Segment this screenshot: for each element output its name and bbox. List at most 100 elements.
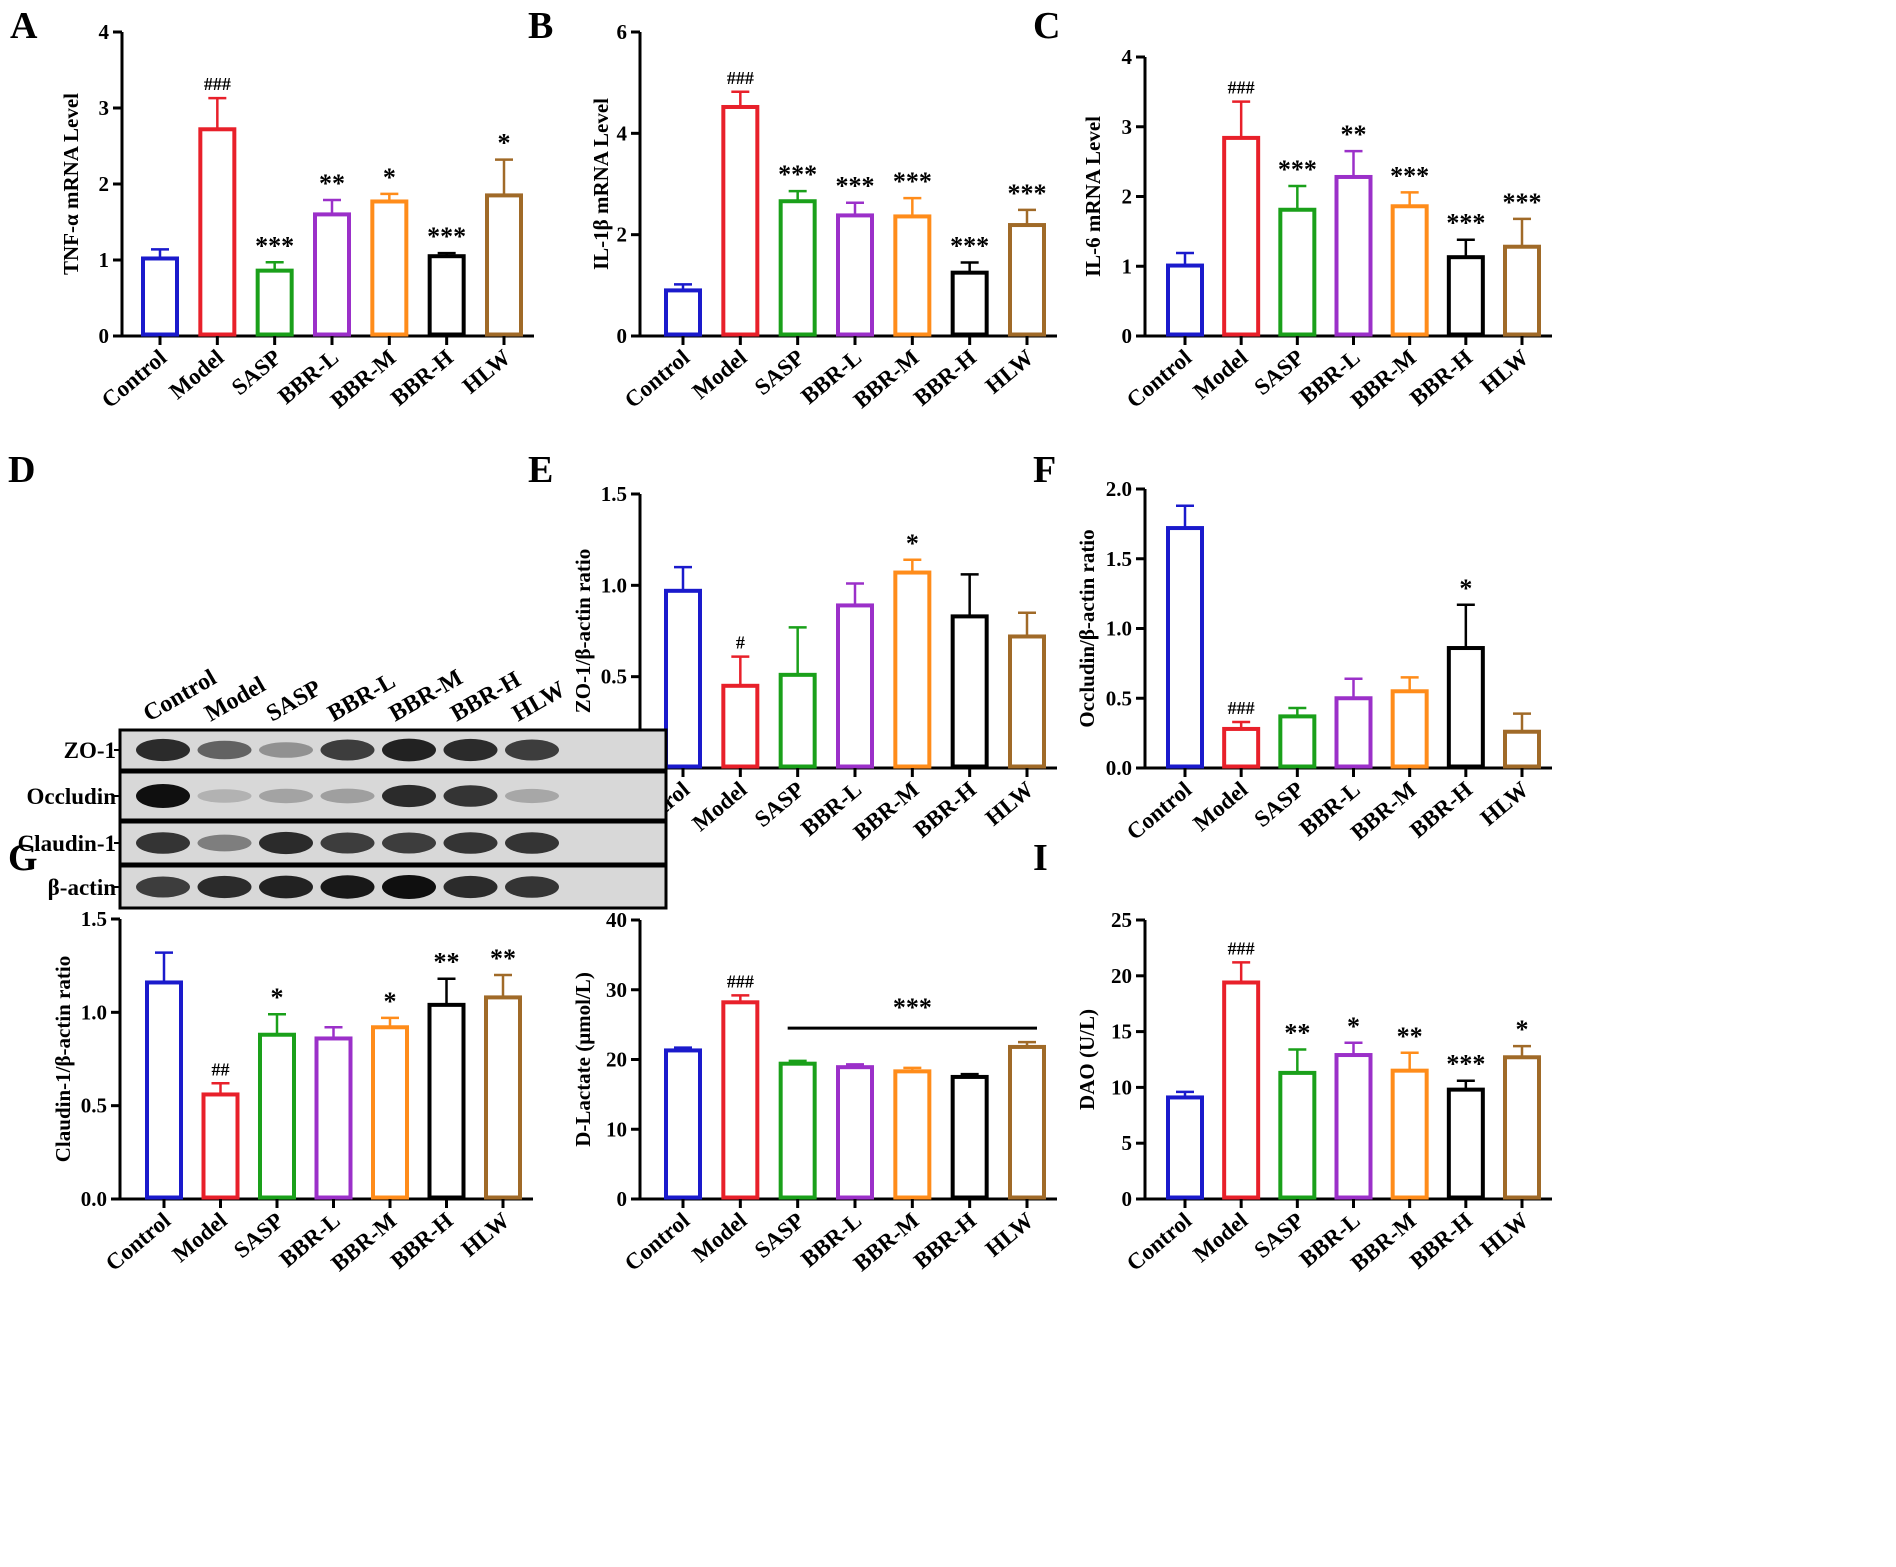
x-tick-label: HLW <box>457 1208 515 1262</box>
significance-label: ** <box>1397 1022 1423 1051</box>
bar-model <box>198 127 237 337</box>
blot-band <box>443 832 498 854</box>
x-tick-label: BBR-M <box>1346 776 1421 845</box>
bar-bbr-m <box>371 1025 409 1200</box>
bar-sasp <box>778 199 817 337</box>
x-tick-label: BBR-M <box>1346 344 1421 413</box>
significance-label: ### <box>727 68 754 88</box>
bar-sasp <box>1278 714 1317 769</box>
x-tick-label: BBR-M <box>326 1207 401 1276</box>
x-tick-label: Model <box>688 1208 752 1267</box>
y-tick-label: 15 <box>1111 1020 1132 1044</box>
y-tick-label: 3 <box>1122 115 1133 139</box>
bar-bbr-h <box>1446 646 1485 769</box>
blot-band <box>505 832 559 854</box>
significance-label: ## <box>212 1059 230 1079</box>
x-tick-label: Control <box>101 1208 175 1276</box>
blot-band <box>505 876 559 898</box>
y-tick-label: 10 <box>606 1117 627 1141</box>
blot-band <box>320 875 375 899</box>
bar-model <box>1222 980 1261 1200</box>
bar-hlw <box>485 193 523 337</box>
y-tick-label: 0.0 <box>81 1187 107 1211</box>
blot-band <box>320 788 375 804</box>
significance-label: ### <box>204 74 231 94</box>
y-tick-label: 4 <box>1122 45 1133 69</box>
bar-sasp <box>1278 1070 1317 1200</box>
y-tick-label: 2.0 <box>1106 477 1132 501</box>
blot-band <box>382 875 436 899</box>
blot-band <box>443 875 498 899</box>
y-tick-label: 0.5 <box>81 1094 107 1118</box>
panel-label: G <box>8 837 38 879</box>
blot-band <box>136 784 190 808</box>
x-tick-label: BBR-M <box>849 344 924 413</box>
bar-bbr-l <box>1334 1053 1373 1200</box>
x-tick-label: BBR-M <box>849 1207 924 1276</box>
significance-label: * <box>383 163 396 192</box>
blot-row-label: Claudin-1 <box>18 831 116 856</box>
blot-band <box>197 789 252 803</box>
y-tick-label: 30 <box>606 978 627 1002</box>
bar-bbr-l <box>836 603 874 769</box>
y-tick-label: 2 <box>617 223 628 247</box>
bar-sasp <box>255 268 294 337</box>
blot-band <box>505 788 559 804</box>
panel-label: D <box>8 449 35 491</box>
y-tick-label: 1.0 <box>81 1000 107 1024</box>
x-tick-label: Control <box>1122 777 1196 845</box>
significance-label: *** <box>950 232 989 261</box>
significance-label: *** <box>1446 1050 1485 1079</box>
significance-label: * <box>1516 1015 1529 1044</box>
blot-band <box>197 875 252 899</box>
y-tick-label: 5 <box>1122 1131 1133 1155</box>
blot-row-label: β-actin <box>48 875 117 900</box>
blot-band <box>443 738 498 762</box>
bar-bbr-h <box>1446 255 1485 337</box>
bar-model <box>721 1000 760 1200</box>
x-tick-label: Model <box>688 777 752 836</box>
bar-bbr-h <box>1446 1087 1485 1200</box>
x-tick-label: BBR-M <box>1346 1207 1421 1276</box>
x-tick-label: BBR-H <box>909 1208 981 1274</box>
panel-label: E <box>528 449 553 491</box>
significance-label: * <box>384 987 397 1016</box>
x-tick-label: Control <box>1122 1208 1196 1276</box>
blot-band <box>382 784 436 808</box>
significance-label: * <box>1459 574 1472 603</box>
y-axis-label: TNF-α mRNA Level <box>59 93 83 275</box>
bar-bbr-h <box>427 254 466 337</box>
x-tick-label: HLW <box>458 345 516 399</box>
x-tick-label: Control <box>97 345 171 413</box>
panel-label: A <box>10 5 38 47</box>
bar-control <box>1166 263 1204 337</box>
bar-sasp <box>1278 207 1317 337</box>
y-tick-label: 0 <box>617 324 628 348</box>
blot-band <box>382 832 436 854</box>
bar-bbr-m <box>893 570 932 769</box>
y-axis-label: DAO (U/L) <box>1075 1009 1099 1110</box>
blot-band <box>320 832 375 854</box>
chart-panel-F: F 0.0 0.5 1.0 1.5 2.0 Occludin/β-actin ratio Co… <box>1033 449 1552 845</box>
y-tick-label: 20 <box>1111 964 1132 988</box>
blot-band <box>443 785 498 807</box>
significance-label: *** <box>255 231 294 260</box>
significance-label: *** <box>836 172 875 201</box>
x-tick-label: BBR-H <box>1405 1208 1477 1274</box>
x-tick-label: Control <box>620 1208 694 1276</box>
y-tick-label: 40 <box>606 908 627 932</box>
bar-bbr-h <box>950 614 989 769</box>
bar-model <box>721 104 760 337</box>
panel-label: B <box>528 5 553 47</box>
y-tick-label: 1.0 <box>1106 617 1132 641</box>
blot-band <box>136 876 190 898</box>
blot-lane-label: SASP <box>262 675 326 727</box>
bar-hlw <box>1503 729 1541 769</box>
blot-row-label: ZO-1 <box>64 738 116 763</box>
x-tick-label: HLW <box>1476 345 1534 399</box>
blot-band <box>259 875 313 899</box>
significance-label: *** <box>893 167 932 196</box>
panel-label: I <box>1033 837 1048 879</box>
x-tick-label: Model <box>1188 1208 1252 1267</box>
